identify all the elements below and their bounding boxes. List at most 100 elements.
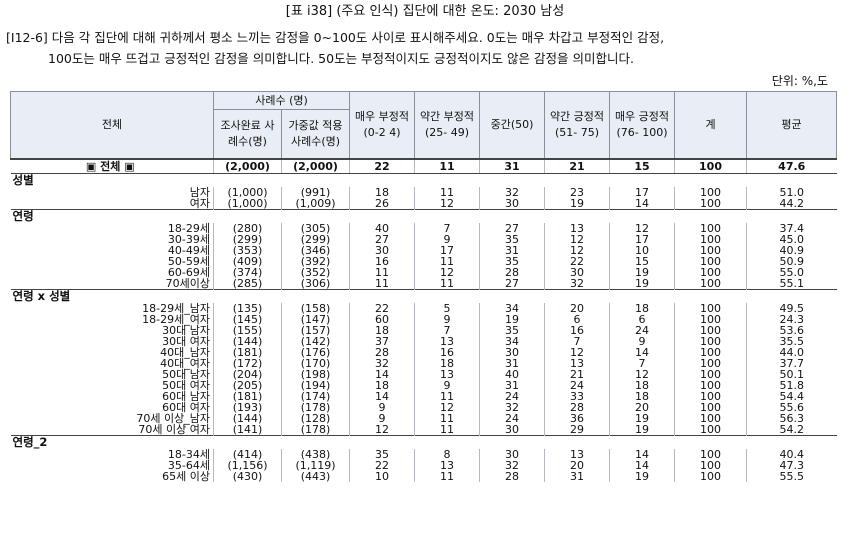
value-cell: 100 — [674, 325, 747, 336]
row-label: 남자 — [189, 186, 210, 199]
table-row: 50-59세 (409) (392) 16 11 35 22 15 100 50.9 — [11, 256, 837, 267]
value-cell: 51.0 — [746, 187, 837, 198]
table-row: 40대_여자 (172) (170) 32 18 31 13 7 100 37.7 — [11, 358, 837, 369]
value-cell: 29 — [544, 424, 610, 436]
row-label: 30대 남자 — [162, 324, 210, 337]
group-header-row: 연령_2 — [10, 435, 837, 449]
row-label: 60-69세 — [167, 266, 210, 279]
value-cell: 31 — [479, 380, 545, 391]
value-cell: 9 — [414, 380, 480, 391]
value-cell: 100 — [674, 391, 747, 402]
value-cell: 32 — [479, 460, 545, 471]
group-title: 연령 — [10, 209, 837, 223]
weighted-count: (438) — [281, 449, 350, 460]
value-cell: 100 — [674, 336, 747, 347]
value-cell: 9 — [414, 314, 480, 325]
weighted-count: (305) — [281, 223, 350, 234]
value-cell: 9 — [609, 336, 675, 347]
weighted-count: (147) — [281, 314, 350, 325]
value-cell: 17 — [609, 234, 675, 245]
value-cell: 14 — [609, 460, 675, 471]
survey-count: (205) — [213, 380, 282, 391]
value-cell: 7 — [609, 358, 675, 369]
survey-count: (414) — [213, 449, 282, 460]
value-cell: 100 — [674, 402, 747, 413]
value-cell: 11 — [414, 424, 480, 436]
value-cell: 44.0 — [746, 347, 837, 358]
value-cell: 100 — [674, 380, 747, 391]
row-label: 40대_여자 — [160, 357, 210, 370]
value-cell: 44.2 — [746, 198, 837, 210]
header-somewhat-negative: 약간 부정적(25- 49) — [414, 91, 480, 160]
value-cell: 47.6 — [746, 158, 837, 174]
header-somewhat-positive: 약간 긍정적(51- 75) — [544, 91, 610, 160]
value-cell: 22 — [349, 303, 415, 314]
value-cell: 50.9 — [746, 256, 837, 267]
unit-label: 단위: %,도 — [771, 74, 828, 88]
value-cell: 11 — [414, 413, 480, 424]
row-label: 60대 여자 — [162, 401, 210, 414]
value-cell: 12 — [349, 424, 415, 436]
value-cell: 53.6 — [746, 325, 837, 336]
row-label: 70세 이상 여자 — [138, 423, 210, 436]
survey-count: (135) — [213, 303, 282, 314]
value-cell: 22 — [544, 256, 610, 267]
weighted-count: (170) — [281, 358, 350, 369]
row-label: 40-49세 — [167, 244, 210, 257]
value-cell: 40.9 — [746, 245, 837, 256]
header-very-positive: 매우 긍정적(76- 100) — [609, 91, 675, 160]
value-cell: 100 — [674, 303, 747, 314]
table-row: 40대_남자 (181) (176) 28 16 30 12 14 100 44.0 — [11, 347, 837, 358]
value-cell: 18 — [349, 325, 415, 336]
value-cell: 27 — [349, 234, 415, 245]
value-cell: 18 — [349, 380, 415, 391]
table-row: 70세 이상_남자 (144) (128) 9 11 24 36 19 100 56.3 — [11, 413, 837, 424]
row-label: 30-39세 — [167, 233, 210, 246]
value-cell: 24.3 — [746, 314, 837, 325]
value-cell: 37 — [349, 336, 415, 347]
value-cell: 27 — [479, 223, 545, 234]
value-cell: 13 — [544, 358, 610, 369]
survey-count: (145) — [213, 314, 282, 325]
value-cell: 12 — [414, 402, 480, 413]
weighted-count: (158) — [281, 303, 350, 314]
weighted-count: (2,000) — [281, 158, 350, 174]
row-label: 70세이상 — [165, 277, 210, 290]
survey-count: (280) — [213, 223, 282, 234]
weighted-count: (991) — [281, 187, 350, 198]
value-cell: 100 — [674, 358, 747, 369]
row-label: 50대 여자 — [162, 379, 210, 392]
value-cell: 11 — [414, 278, 480, 290]
value-cell: 14 — [609, 449, 675, 460]
value-cell: 9 — [349, 402, 415, 413]
value-cell: 37.7 — [746, 358, 837, 369]
value-cell: 12 — [544, 245, 610, 256]
value-cell: 36 — [544, 413, 610, 424]
header-label: 전체 — [10, 91, 214, 160]
value-cell: 18 — [609, 391, 675, 402]
data-table: 전체 사례수 (명) 매우 부정적(0-2 4) 약간 부정적(25- 49) … — [10, 91, 837, 482]
table-row: 30-39세 (299) (299) 27 9 35 12 17 100 45.0 — [11, 234, 837, 245]
value-cell: 30 — [349, 245, 415, 256]
weighted-count: (128) — [281, 413, 350, 424]
value-cell: 100 — [674, 460, 747, 471]
row-label: ▣ 전체 ▣ — [10, 158, 214, 174]
value-cell: 11 — [414, 471, 480, 482]
table-row: 30대 여자 (144) (142) 37 13 34 7 9 100 35.5 — [11, 336, 837, 347]
value-cell: 12 — [609, 223, 675, 234]
weighted-count: (299) — [281, 234, 350, 245]
value-cell: 55.1 — [746, 278, 837, 290]
weighted-count: (194) — [281, 380, 350, 391]
value-cell: 100 — [674, 413, 747, 424]
table-row: 50대 여자 (205) (194) 18 9 31 24 18 100 51.8 — [11, 380, 837, 391]
survey-count: (181) — [213, 391, 282, 402]
weighted-count: (178) — [281, 424, 350, 436]
row-label: 50대 남자 — [162, 368, 210, 381]
table-row: 50대 남자 (204) (198) 14 13 40 21 12 100 50.1 — [11, 369, 837, 380]
value-cell: 17 — [609, 187, 675, 198]
survey-count: (353) — [213, 245, 282, 256]
value-cell: 100 — [674, 223, 747, 234]
weighted-count: (443) — [281, 471, 350, 482]
value-cell: 11 — [349, 267, 415, 278]
value-cell: 10 — [609, 245, 675, 256]
